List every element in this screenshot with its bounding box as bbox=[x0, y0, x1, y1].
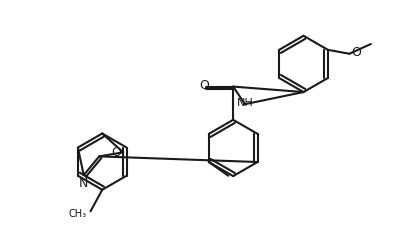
Text: O: O bbox=[351, 47, 361, 60]
Text: O: O bbox=[199, 79, 209, 92]
Text: N: N bbox=[79, 177, 88, 190]
Text: CH₃: CH₃ bbox=[69, 209, 87, 219]
Text: NH: NH bbox=[237, 98, 254, 108]
Text: O: O bbox=[111, 146, 121, 159]
